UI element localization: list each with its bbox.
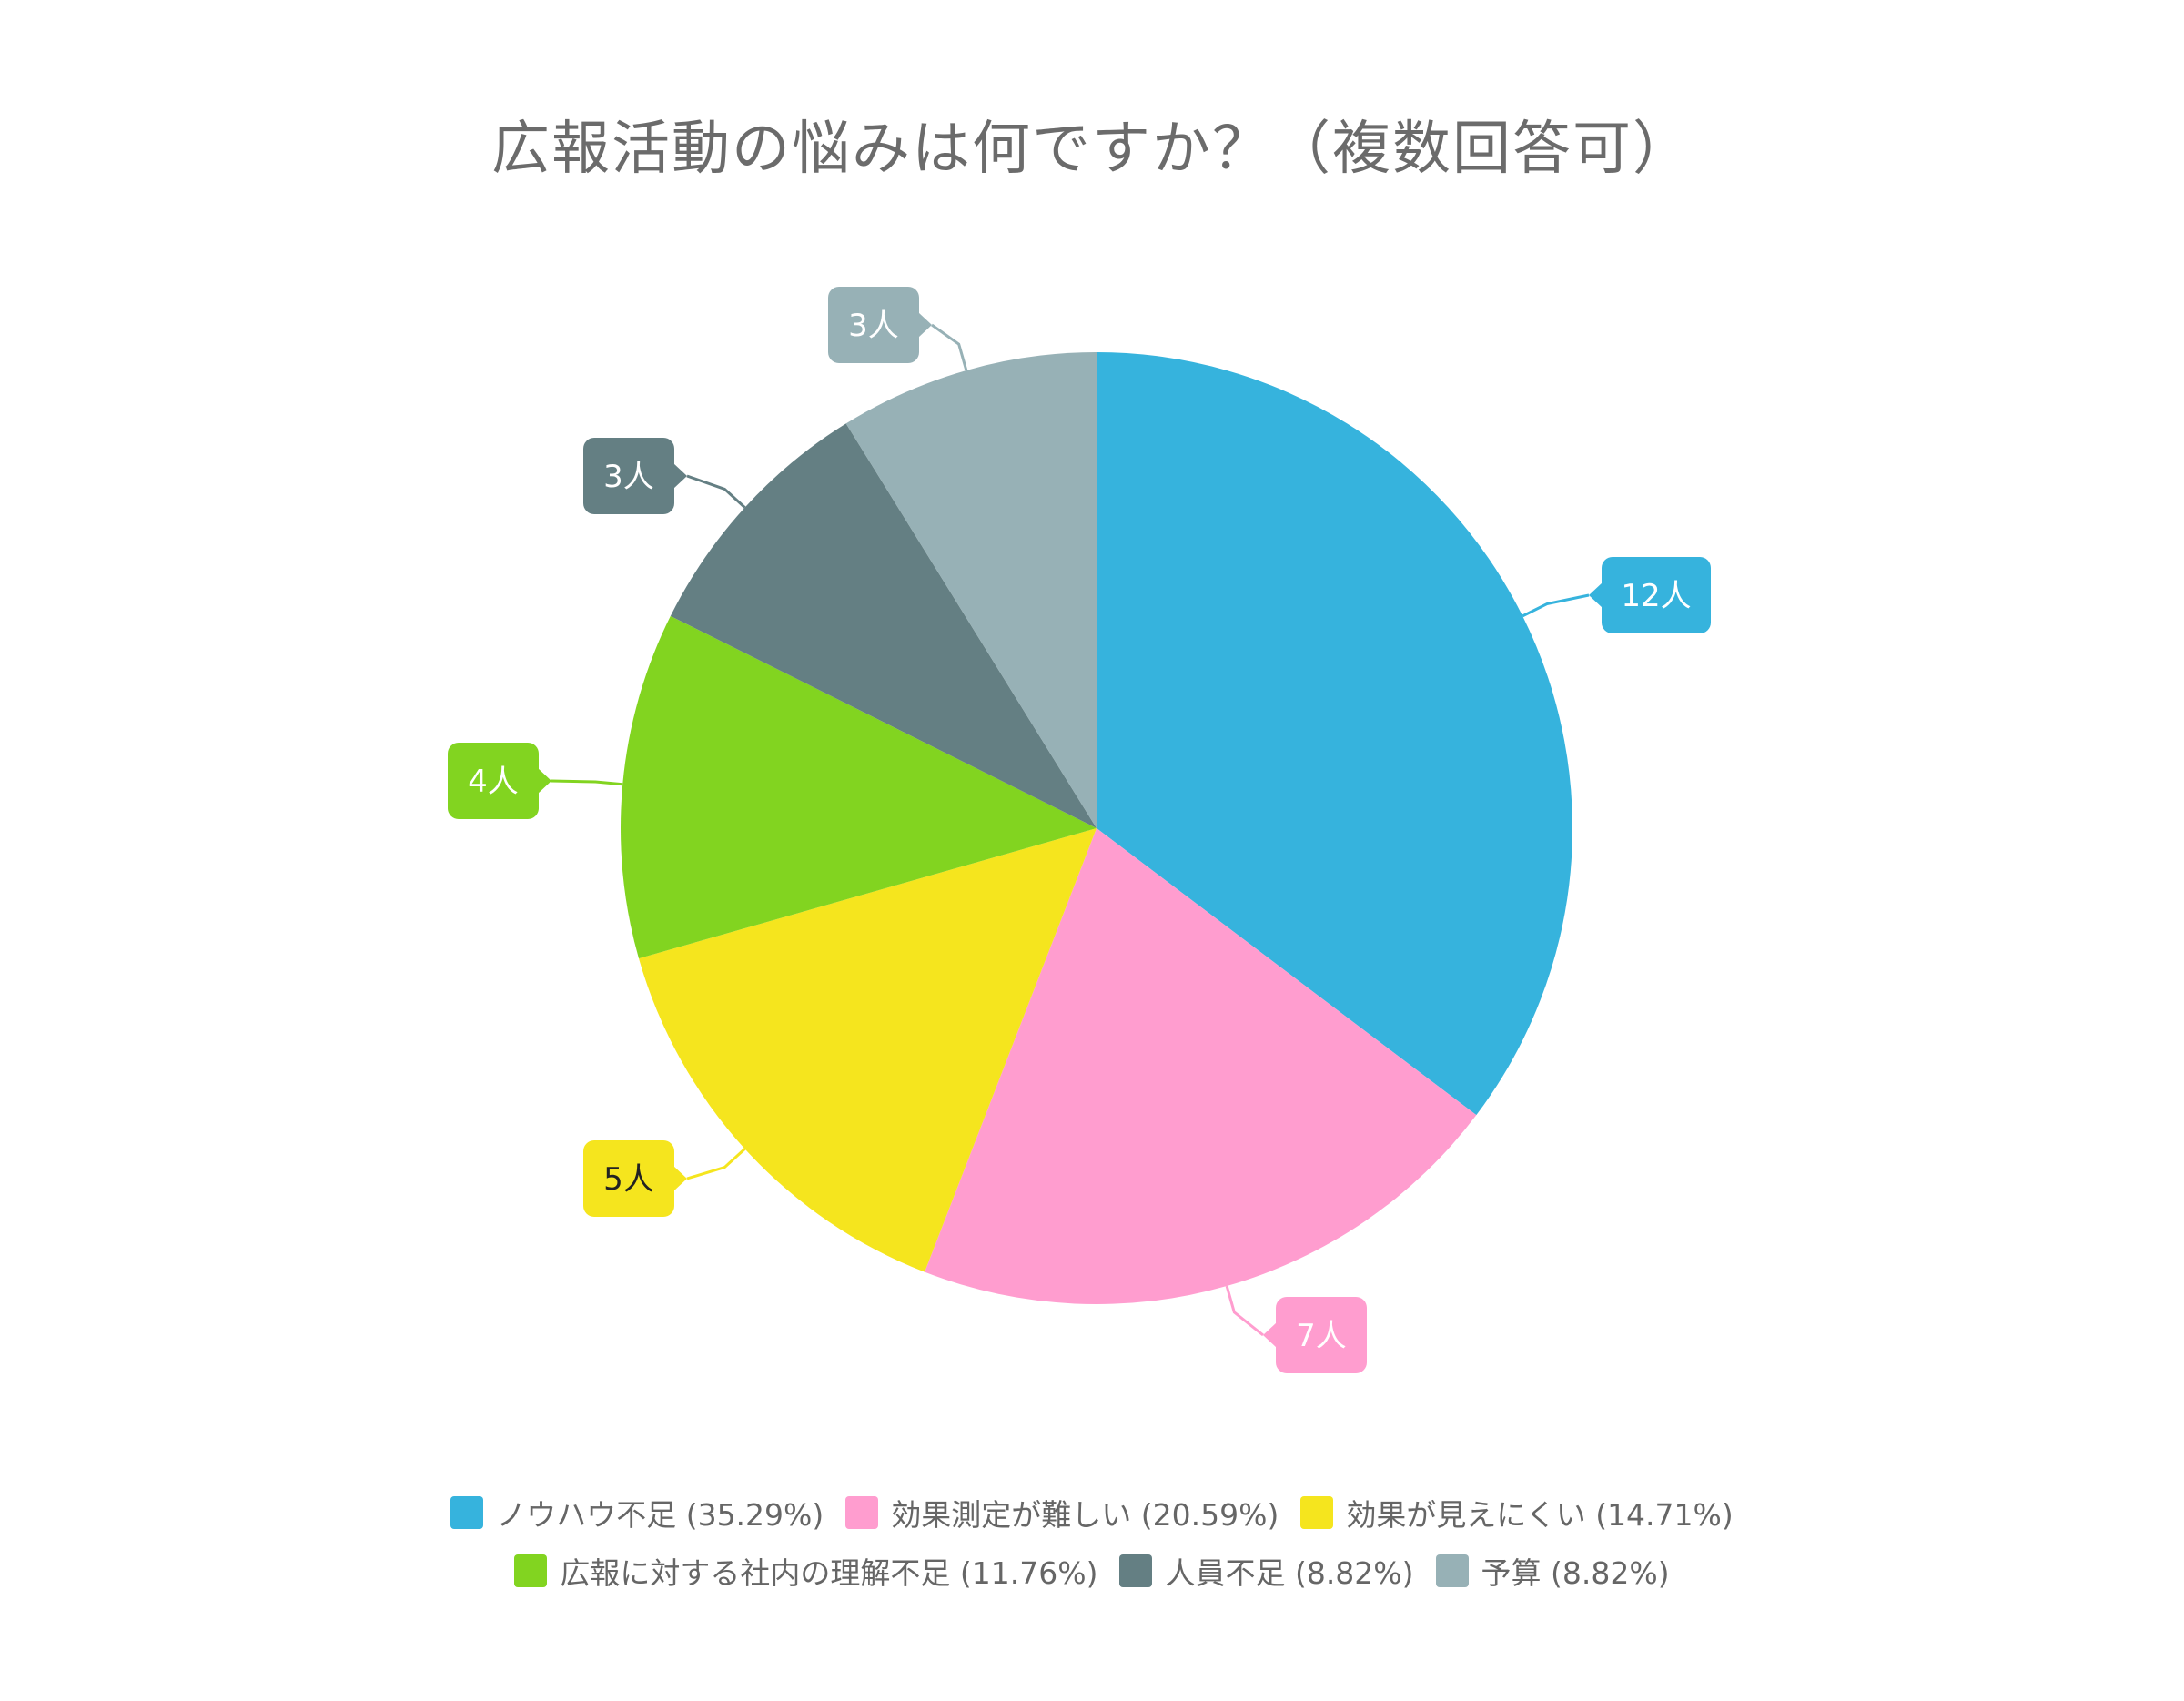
- data-label-pointer: [918, 312, 932, 338]
- legend-label: 予算 (8.82%): [1481, 1555, 1670, 1591]
- data-label: 7人: [1296, 1318, 1347, 1354]
- legend-item[interactable]: ノウハウ不足 (35.29%): [450, 1491, 824, 1534]
- data-label-pointer: [538, 768, 551, 794]
- legend-label: ノウハウ不足 (35.29%): [496, 1497, 824, 1533]
- data-label-box: [583, 1140, 674, 1217]
- data-labels: 12人 7人 5人 4人 3人 3人: [448, 287, 1711, 1373]
- pie-slice[interactable]: [621, 615, 1097, 959]
- data-label-pointer: [673, 1166, 687, 1191]
- leader-line: [686, 474, 746, 509]
- chart-title: 広報活動の悩みは何ですか？（複数回答可）: [491, 116, 1693, 183]
- legend-swatch: [845, 1496, 879, 1529]
- pie-slice[interactable]: [925, 828, 1477, 1304]
- pie-slice[interactable]: [1097, 352, 1572, 1116]
- legend-label: 効果が見えにくい (14.71%): [1346, 1497, 1734, 1533]
- leader-line: [1522, 593, 1590, 618]
- data-label-box: [583, 438, 674, 514]
- pie-slice[interactable]: [670, 423, 1097, 828]
- data-label-box: [1276, 1297, 1367, 1373]
- legend-item[interactable]: 広報に対する社内の理解不足 (11.76%): [514, 1549, 1097, 1593]
- data-label: 3人: [848, 308, 899, 344]
- legend-label: 広報に対する社内の理解不足 (11.76%): [560, 1555, 1098, 1591]
- legend-label: 人員不足 (8.82%): [1165, 1555, 1414, 1591]
- legend-swatch: [1119, 1554, 1153, 1587]
- leader-line: [686, 1148, 746, 1180]
- data-label: 5人: [603, 1161, 654, 1198]
- legend-swatch: [450, 1496, 484, 1529]
- data-label-box: [828, 287, 919, 363]
- legend-item[interactable]: 人員不足 (8.82%): [1119, 1549, 1414, 1593]
- data-label-pointer: [673, 463, 687, 489]
- legend-swatch: [514, 1554, 548, 1587]
- legend-item[interactable]: 予算 (8.82%): [1435, 1549, 1670, 1593]
- data-label-box: [1602, 557, 1711, 633]
- data-label-pointer: [1263, 1322, 1277, 1348]
- data-label-pointer: [1589, 582, 1603, 608]
- legend-row-1: ノウハウ不足 (35.29%) 効果測定が難しい (20.59%) 効果が見えに…: [0, 1483, 2184, 1542]
- leader-line: [931, 323, 968, 371]
- leader-line: [1225, 1285, 1264, 1337]
- legend-row-2: 広報に対する社内の理解不足 (11.76%) 人員不足 (8.82%) 予算 (…: [0, 1542, 2184, 1600]
- data-label: 12人: [1621, 578, 1691, 614]
- pie-slices: [621, 352, 1572, 1304]
- pie-slice[interactable]: [638, 828, 1097, 1272]
- data-label: 3人: [603, 459, 654, 495]
- data-label: 4人: [468, 764, 519, 800]
- pie-slice[interactable]: [845, 352, 1097, 828]
- legend-item[interactable]: 効果が見えにくい (14.71%): [1300, 1491, 1734, 1534]
- data-label-box: [448, 743, 539, 819]
- legend-swatch: [1300, 1496, 1334, 1529]
- legend-item[interactable]: 効果測定が難しい (20.59%): [845, 1491, 1279, 1534]
- legend-label: 効果測定が難しい (20.59%): [891, 1497, 1279, 1533]
- legend-swatch: [1435, 1554, 1469, 1587]
- leader-line: [551, 779, 623, 786]
- legend: ノウハウ不足 (35.29%) 効果測定が難しい (20.59%) 効果が見えに…: [0, 1483, 2184, 1600]
